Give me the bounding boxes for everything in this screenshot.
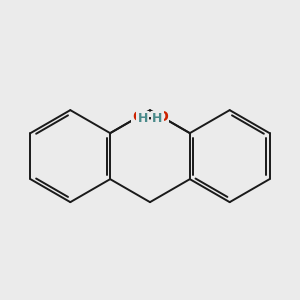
Text: O: O (156, 110, 168, 124)
Text: H: H (137, 112, 148, 125)
Text: O: O (132, 110, 144, 124)
Text: H: H (152, 112, 163, 125)
